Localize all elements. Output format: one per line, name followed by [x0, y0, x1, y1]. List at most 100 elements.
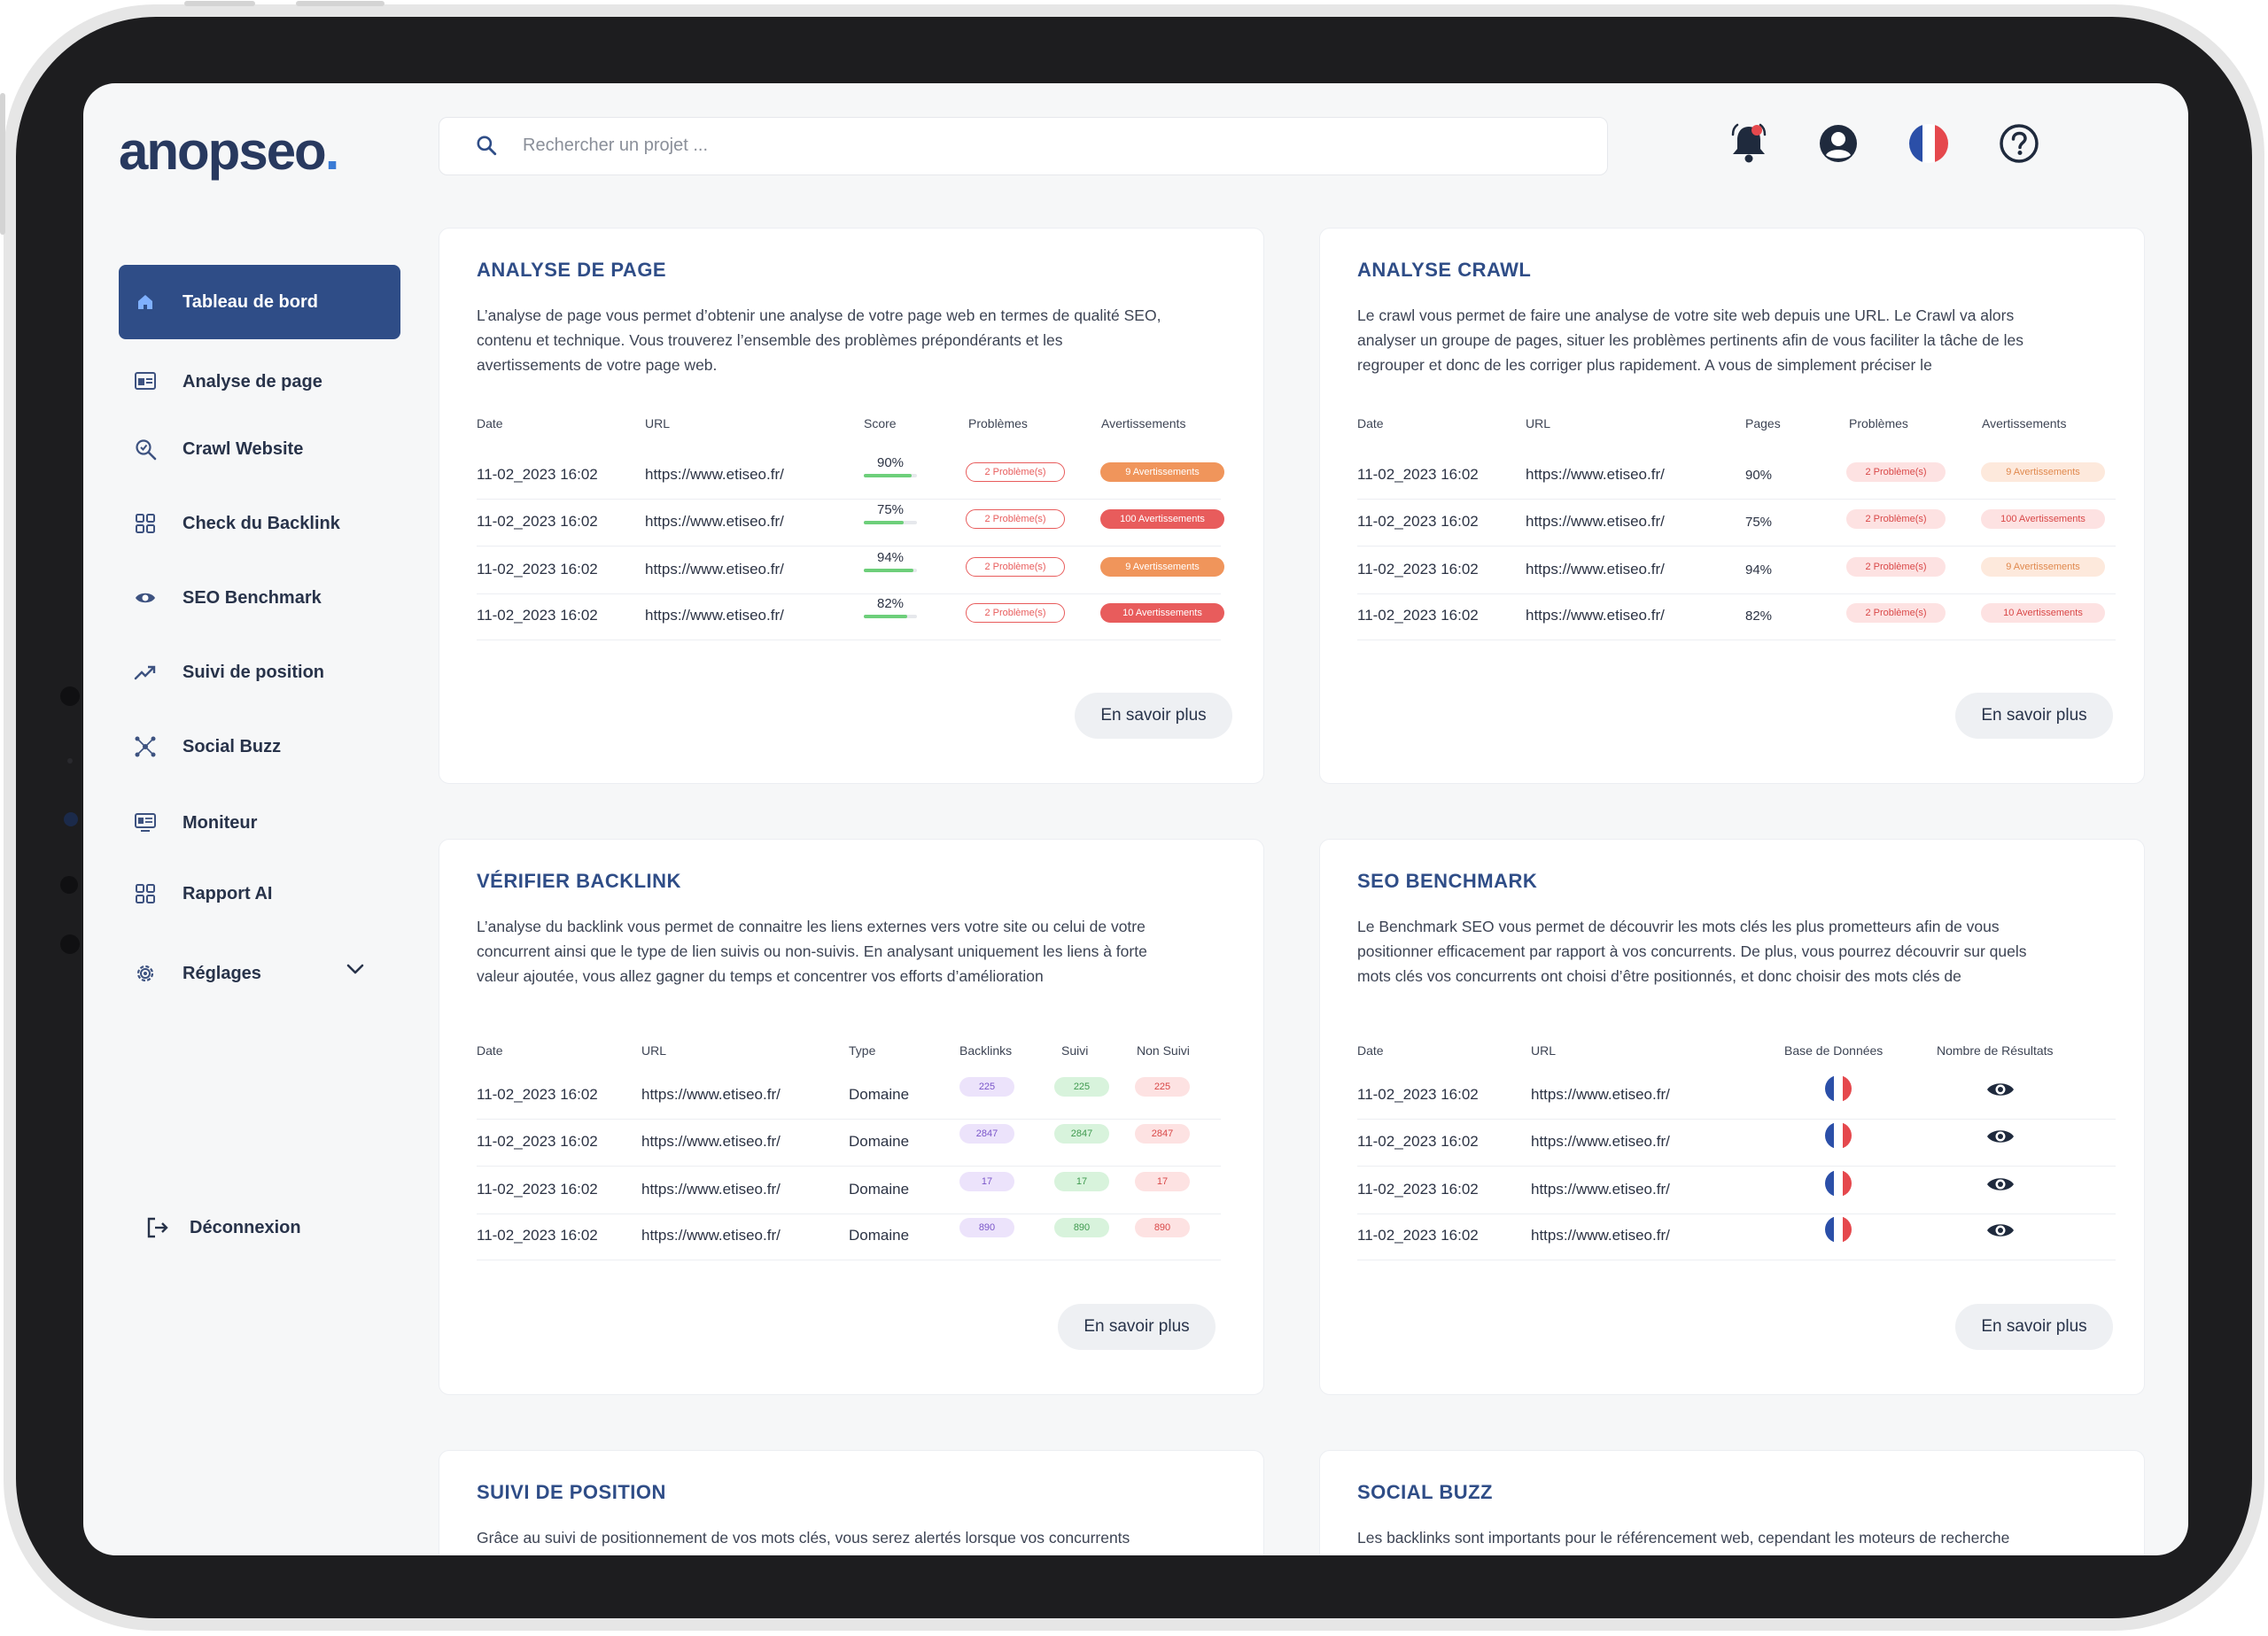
sidebar-item-label: Check du Backlink: [183, 513, 340, 533]
sidebar-item-label: Tableau de bord: [183, 291, 318, 312]
learn-more-button[interactable]: En savoir plus: [1955, 693, 2113, 739]
table-row[interactable]: 11-02_2023 16:02 https://www.etiseo.fr/94…: [1357, 547, 2116, 594]
pages-cell: 75%: [1745, 515, 1773, 530]
view-results-icon[interactable]: [1986, 1175, 2015, 1198]
warnings-badge: 9 Avertissements: [1981, 557, 2105, 577]
column-header: Avertissements: [1982, 416, 2067, 430]
sidebar-item-seo-benchmark[interactable]: SEO Benchmark: [119, 561, 400, 635]
search-icon: [477, 136, 497, 156]
date-cell: 11-02_2023 16:02: [477, 607, 598, 624]
sidebar-item-backlink[interactable]: Check du Backlink: [119, 486, 400, 561]
learn-more-button[interactable]: En savoir plus: [1075, 693, 1232, 739]
date-cell: 11-02_2023 16:02: [1357, 561, 1479, 578]
column-header: Type: [849, 1043, 876, 1058]
learn-more-button[interactable]: En savoir plus: [1058, 1304, 1216, 1350]
table-row[interactable]: 11-02_2023 16:02 https://www.etiseo.fr/82…: [1357, 593, 2116, 640]
table-row[interactable]: 11-02_2023 16:02 https://www.etiseo.fr/82…: [477, 593, 1224, 640]
problems-badge: 2 Problème(s): [1846, 603, 1946, 623]
help-icon: [2000, 124, 2039, 163]
sidebar-item-position[interactable]: Suivi de position: [119, 635, 400, 709]
nofollow-badge: 225: [1135, 1077, 1190, 1097]
problems-badge: 2 Problème(s): [966, 509, 1065, 529]
table-row[interactable]: 11-02_2023 16:02 https://www.etiseo.fr/90…: [1357, 452, 2116, 500]
table-row[interactable]: 11-02_2023 16:02 https://www.etiseo.fr/Do…: [477, 1072, 1221, 1120]
column-header: URL: [641, 1043, 667, 1058]
learn-more-button[interactable]: En savoir plus: [1955, 1304, 2113, 1350]
language-button[interactable]: [1904, 119, 1953, 168]
search-input[interactable]: Rechercher un projet ...: [523, 136, 708, 155]
table-row[interactable]: 11-02_2023 16:02 https://www.etiseo.fr/Do…: [477, 1213, 1221, 1260]
sidebar-item-label: Analyse de page: [183, 371, 322, 392]
table-row[interactable]: 11-02_2023 16:02 https://www.etiseo.fr/Do…: [477, 1167, 1221, 1214]
url-cell: https://www.etiseo.fr/: [645, 561, 784, 578]
notifications-button[interactable]: [1724, 119, 1774, 168]
card-description: L’analyse de page vous permet d’obtenir …: [477, 306, 1161, 374]
view-results-icon[interactable]: [1986, 1221, 2015, 1244]
table-row[interactable]: 11-02_2023 16:02 https://www.etiseo.fr/Do…: [477, 1119, 1221, 1167]
column-header: Non Suivi: [1137, 1043, 1190, 1058]
url-cell: https://www.etiseo.fr/: [645, 513, 784, 530]
date-cell: 11-02_2023 16:02: [477, 466, 598, 483]
score-bar-fill: [864, 615, 908, 618]
logout-button[interactable]: Déconnexion: [145, 1210, 301, 1245]
date-cell: 11-02_2023 16:02: [1357, 1181, 1479, 1198]
table-row[interactable]: 11-02_2023 16:02 https://www.etiseo.fr/75…: [477, 499, 1224, 547]
date-cell: 11-02_2023 16:02: [1357, 466, 1479, 483]
sensor: [60, 686, 80, 706]
search-bar[interactable]: Rechercher un projet ...: [439, 117, 1608, 175]
view-results-icon[interactable]: [1986, 1128, 2015, 1150]
table-row[interactable]: 11-02_2023 16:02 https://www.etiseo.fr/94…: [477, 547, 1224, 594]
backlinks-badge: 890: [959, 1218, 1014, 1237]
score-value: 94%: [876, 550, 905, 565]
sidebar-item-page-analysis[interactable]: Analyse de page: [119, 345, 400, 419]
date-cell: 11-02_2023 16:02: [477, 1181, 598, 1198]
column-header: Base de Données: [1784, 1043, 1884, 1058]
column-header: Date: [477, 416, 503, 430]
url-cell: https://www.etiseo.fr/: [1526, 466, 1665, 483]
france-flag-icon: [1825, 1216, 1852, 1243]
sidebar-item-dashboard[interactable]: Tableau de bord: [119, 265, 400, 339]
table-row[interactable]: 11-02_2023 16:02 https://www.etiseo.fr/: [1357, 1072, 2116, 1120]
url-cell: https://www.etiseo.fr/: [641, 1181, 781, 1198]
france-flag-icon: [1825, 1075, 1852, 1102]
score-cell: 82%: [864, 596, 917, 618]
table-row[interactable]: 11-02_2023 16:02 https://www.etiseo.fr/: [1357, 1167, 2116, 1214]
date-cell: 11-02_2023 16:02: [477, 1133, 598, 1150]
column-header: Date: [1357, 1043, 1384, 1058]
account-button[interactable]: [1814, 119, 1863, 168]
top-button: [184, 1, 255, 6]
camera: [64, 812, 78, 826]
date-cell: 11-02_2023 16:02: [1357, 1133, 1479, 1150]
table-row[interactable]: 11-02_2023 16:02 https://www.etiseo.fr/: [1357, 1213, 2116, 1260]
table-row[interactable]: 11-02_2023 16:02 https://www.etiseo.fr/: [1357, 1119, 2116, 1167]
card-description: Les backlinks sont importants pour le ré…: [1357, 1529, 2010, 1547]
sidebar-item-label: Réglages: [183, 963, 261, 983]
sidebar-item-monitor[interactable]: Moniteur: [119, 786, 400, 860]
logout-icon: [147, 1217, 168, 1238]
sidebar-item-social-buzz[interactable]: Social Buzz: [119, 709, 400, 784]
score-cell: 75%: [864, 502, 917, 524]
table-row[interactable]: 11-02_2023 16:02 https://www.etiseo.fr/75…: [1357, 499, 2116, 547]
nofollow-badge: 2847: [1135, 1124, 1190, 1144]
card-description: Grâce au suivi de positionnement de vos …: [477, 1529, 1130, 1547]
sidebar-item-label: Suivi de position: [183, 662, 325, 682]
logo-text: anopseo: [119, 121, 327, 181]
card-page-analysis: ANALYSE DE PAGE L’analyse de page vous p…: [439, 228, 1264, 784]
date-cell: 11-02_2023 16:02: [477, 1086, 598, 1103]
sidebar-item-settings[interactable]: Réglages: [119, 936, 400, 1011]
home-icon: [133, 290, 158, 314]
column-header: Suivi: [1061, 1043, 1089, 1058]
url-cell: https://www.etiseo.fr/: [641, 1227, 781, 1244]
app-logo[interactable]: anopseo.: [119, 120, 339, 182]
table-row[interactable]: 11-02_2023 16:02 https://www.etiseo.fr/90…: [477, 452, 1224, 500]
chevron-down-icon[interactable]: [346, 963, 365, 975]
column-header: URL: [645, 416, 671, 430]
url-cell: https://www.etiseo.fr/: [645, 466, 784, 483]
score-bar-fill: [864, 569, 914, 572]
sidebar-item-ai-report[interactable]: Rapport AI: [119, 857, 400, 931]
sidebar-item-crawl[interactable]: Crawl Website: [119, 412, 400, 486]
view-results-icon[interactable]: [1986, 1081, 2015, 1103]
page-analysis-icon: [133, 369, 158, 394]
type-cell: Domaine: [849, 1133, 910, 1150]
help-button[interactable]: [1994, 119, 2044, 168]
